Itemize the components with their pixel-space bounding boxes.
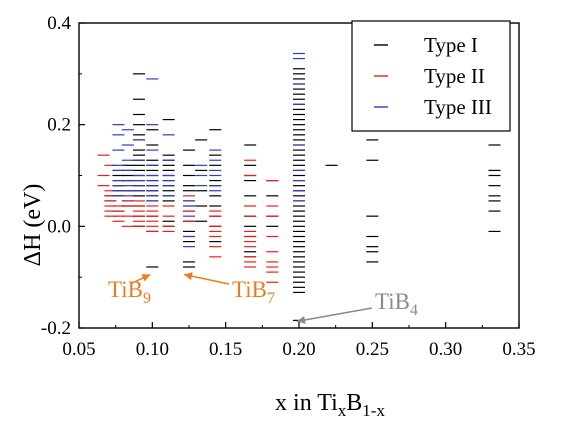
annotation-arrow <box>296 307 373 323</box>
annotation-label: TiB7 <box>232 277 275 307</box>
x-tick-label: 0.25 <box>356 339 389 360</box>
legend-label: Type III <box>424 95 492 119</box>
x-tick-label: 0.30 <box>429 339 462 360</box>
annotation-label: TiB9 <box>108 277 151 307</box>
data-marks <box>97 52 501 321</box>
series-3 <box>112 52 305 248</box>
x-tick-label: 0.20 <box>282 339 315 360</box>
x-axis-title-sub2: 1-x <box>362 401 385 420</box>
y-tick-label: -0.2 <box>41 318 71 339</box>
y-axis-title: ΔH (eV) <box>20 184 46 267</box>
x-tick-label: 0.35 <box>502 339 535 360</box>
legend: Type I Type II Type III <box>351 20 511 132</box>
annotation-label: TiB4 <box>375 289 418 319</box>
x-axis-title-sub1: x <box>338 401 347 420</box>
legend-label: Type I <box>424 33 478 57</box>
x-axis-title-main: x in Ti <box>275 390 338 416</box>
annotation-arrowhead <box>141 274 151 282</box>
x-tick-label: 0.05 <box>62 339 95 360</box>
series-2 <box>97 154 279 283</box>
annotations: TiB9 TiB7 TiB4 <box>108 272 418 324</box>
x-tick-label: 0.15 <box>209 339 242 360</box>
x-tick-label: 0.10 <box>136 339 169 360</box>
y-tick-label: 0.4 <box>47 13 71 34</box>
y-tick-label: 0.0 <box>47 216 71 237</box>
legend-label: Type II <box>424 64 485 88</box>
axis-ticks: 0.05 0.10 0.15 0.20 0.25 0.30 0.35 -0.2 0.0 0.2 0.… <box>41 13 536 360</box>
x-axis-title-mid: B <box>346 390 362 416</box>
y-tick-label: 0.2 <box>47 115 71 136</box>
annotation-arrowhead <box>184 272 193 281</box>
x-axis-title: x in TixB1-x <box>275 390 385 420</box>
annotation-arrowhead <box>297 316 306 324</box>
